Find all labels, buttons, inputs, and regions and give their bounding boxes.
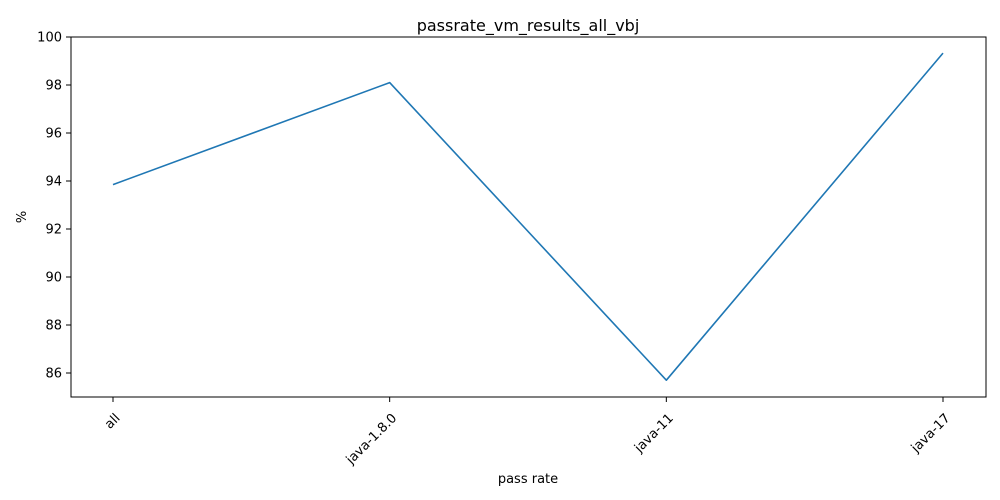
x-axis-ticks: all java-1.8.0 java-11 java-17: [102, 397, 954, 468]
y-tick-label: 94: [45, 175, 62, 190]
x-tick-label: all: [102, 411, 123, 432]
y-tick-label: 98: [45, 79, 62, 94]
series-line: [112, 52, 944, 382]
y-axis-label: %: [15, 211, 30, 223]
x-tick-label: java-17: [908, 411, 954, 457]
series-layer: [112, 52, 944, 382]
y-tick-label: 92: [45, 223, 62, 238]
plot-frame: [70, 36, 987, 398]
x-tick-label: java-1.8.0: [343, 411, 400, 468]
y-tick-label: 90: [45, 271, 62, 286]
y-tick-label: 96: [45, 127, 62, 142]
y-tick-label: 86: [45, 367, 62, 382]
y-tick-label: 100: [37, 31, 62, 46]
chart-title: passrate_vm_results_all_vbj: [417, 16, 640, 36]
y-axis-ticks: 86 88 90 92 94 96 98 100: [37, 31, 71, 382]
x-tick-label: java-11: [631, 411, 677, 457]
x-axis-label: pass rate: [498, 472, 558, 487]
y-tick-label: 88: [45, 319, 62, 334]
